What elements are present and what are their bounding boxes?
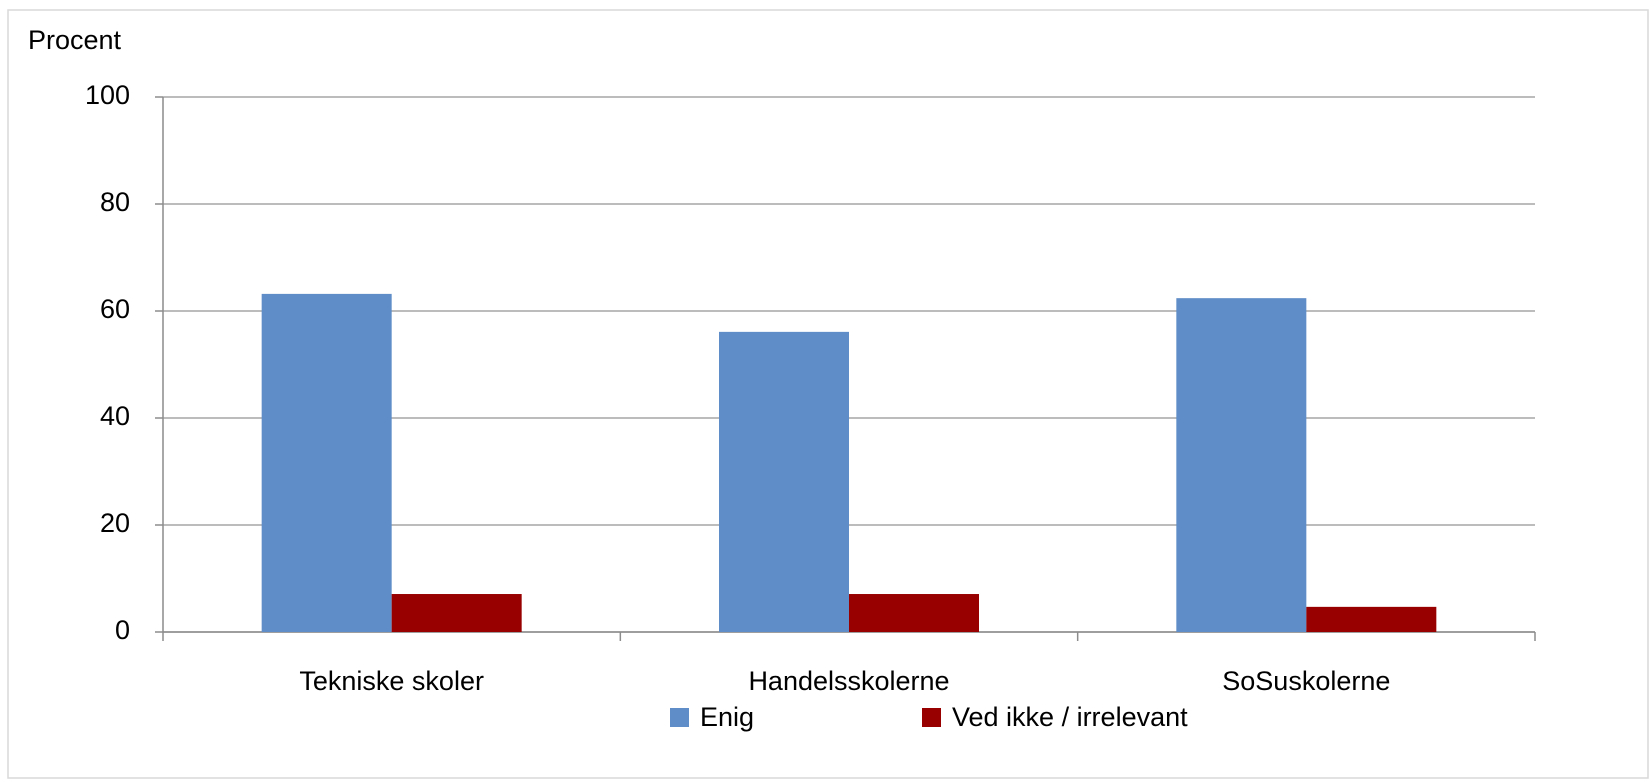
- legend-swatch: [670, 708, 689, 727]
- bar: [1306, 606, 1437, 632]
- x-tick-label: Handelsskolerne: [748, 666, 949, 696]
- legend-label: Ved ikke / irrelevant: [952, 702, 1188, 732]
- y-tick-label: 80: [100, 187, 130, 217]
- bar: [261, 293, 392, 632]
- y-axis-label: Procent: [28, 25, 122, 55]
- y-tick-label: 60: [100, 294, 130, 324]
- y-tick-label: 40: [100, 401, 130, 431]
- legend-swatch: [922, 708, 941, 727]
- bar: [719, 331, 849, 632]
- legend-label: Enig: [700, 702, 754, 732]
- x-tick-label: Tekniske skoler: [299, 666, 484, 696]
- bar: [1176, 298, 1307, 632]
- y-tick-label: 20: [100, 508, 130, 538]
- chart-frame: [7, 9, 1649, 779]
- x-tick-label: SoSuskolerne: [1222, 666, 1390, 696]
- y-tick-label: 100: [85, 80, 130, 110]
- bar: [391, 594, 522, 632]
- y-tick-label: 0: [115, 615, 130, 645]
- bar: [849, 594, 979, 632]
